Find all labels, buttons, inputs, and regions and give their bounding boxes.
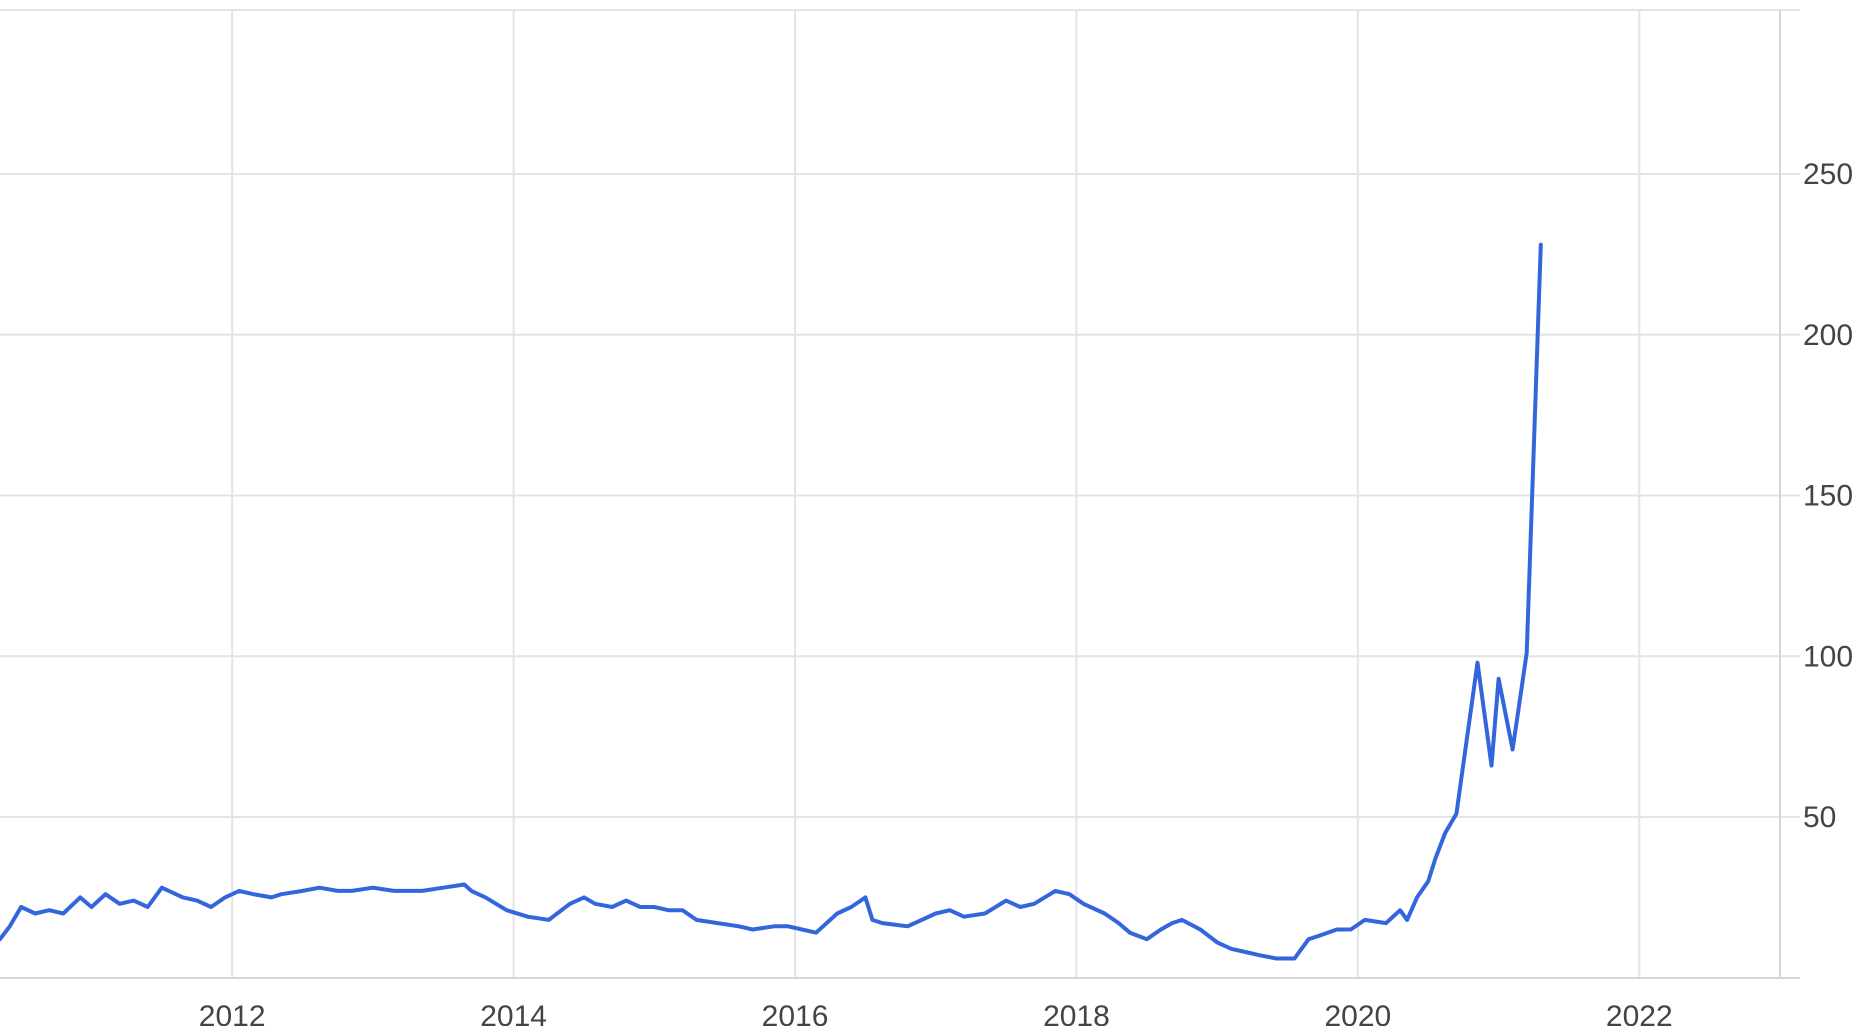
x-tick-label: 2016 <box>762 1000 829 1026</box>
y-tick-label: 50 <box>1803 801 1836 834</box>
x-tick-label: 2020 <box>1324 1000 1391 1026</box>
x-tick-label: 2018 <box>1043 1000 1110 1026</box>
y-tick-label: 150 <box>1803 480 1853 513</box>
x-tick-label: 2012 <box>199 1000 266 1026</box>
y-tick-label: 250 <box>1803 158 1853 191</box>
grid <box>0 10 1800 978</box>
x-tick-label: 2014 <box>480 1000 547 1026</box>
y-tick-label: 100 <box>1803 640 1853 673</box>
axes <box>0 9 1800 979</box>
y-tick-label: 200 <box>1803 319 1853 352</box>
series-line <box>0 242 1543 961</box>
series-layer <box>0 242 1543 961</box>
tick-labels: 2012 2014 2016 2018 2020 2022 50 100 150 200 250 <box>199 158 1853 1026</box>
x-tick-label: 2022 <box>1606 1000 1673 1026</box>
